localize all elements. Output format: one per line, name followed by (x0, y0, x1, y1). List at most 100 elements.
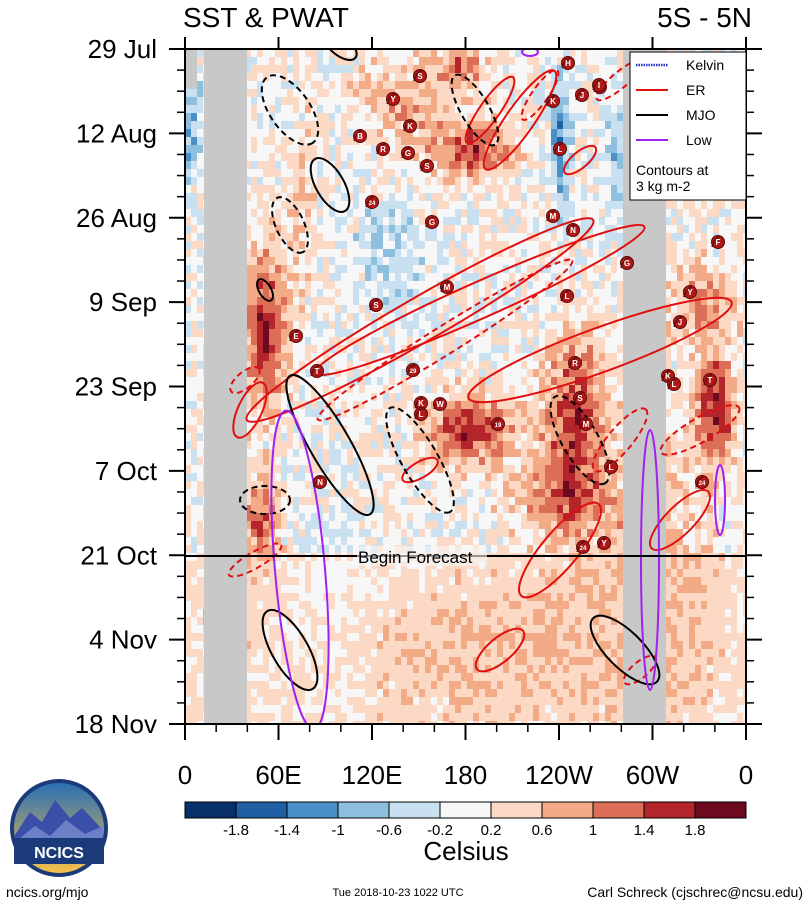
mjo-contour (271, 196, 309, 254)
storm-label: G (624, 259, 630, 268)
y-tick-label: 21 Oct (80, 540, 157, 570)
er-contour (316, 258, 574, 422)
storm-marker: N (313, 475, 327, 489)
x-tick-label: 120W (525, 760, 593, 790)
storm-label: N (570, 226, 576, 235)
storm-marker: 24 (576, 540, 590, 554)
colorbar-swatch (388, 801, 441, 819)
storm-marker: G (425, 215, 439, 229)
y-axis: 29 Jul 12 Aug 26 Aug 9 Sep 23 Sep 7 Oct 21 Oct… (75, 34, 762, 739)
storm-marker: N (566, 223, 580, 237)
colorbar-tick-label: 0.2 (481, 822, 502, 839)
storm-label: L (672, 380, 677, 389)
er-contour (229, 365, 261, 395)
mjo-contour (450, 73, 500, 147)
colorbar-swatch (286, 801, 339, 819)
storm-label: 24 (580, 546, 587, 552)
colorbar-swatch (337, 801, 390, 819)
storm-marker: Y (597, 536, 611, 550)
storm-label: R (572, 359, 578, 368)
storm-marker: I (592, 78, 606, 92)
x-tick-label: 0 (178, 760, 192, 790)
storm-marker: L (553, 142, 567, 156)
forecast-label: Begin Forecast (358, 548, 473, 567)
y-tick-label: 4 Nov (89, 625, 157, 655)
storm-marker: M (546, 209, 560, 223)
storm-marker: K (546, 94, 560, 108)
storm-label: 19 (495, 423, 502, 429)
storm-marker: L (414, 407, 428, 421)
colorbar-tick-label: -0.2 (427, 822, 453, 839)
storm-label: B (357, 132, 363, 141)
storm-marker: S (413, 69, 427, 83)
colorbar-swatch (643, 801, 696, 819)
colorbar-swatch (541, 801, 594, 819)
colorbar-tick-label: 1 (589, 822, 597, 839)
storm-label: E (293, 332, 299, 341)
footer-timestamp: Tue 2018-10-23 1022 UTC (332, 887, 463, 899)
y-tick-label: 7 Oct (95, 456, 158, 486)
colorbar-tick-label: 1.8 (685, 822, 706, 839)
x-tick-label: 60E (255, 760, 301, 790)
storm-label: S (424, 162, 430, 171)
storm-label: Y (687, 288, 693, 297)
er-contour (649, 489, 711, 551)
storm-label: R (380, 145, 386, 154)
mjo-contour (385, 406, 455, 514)
colorbar-unit: Celsius (423, 836, 508, 866)
storm-marker: E (289, 329, 303, 343)
y-tick-label: 12 Aug (76, 118, 157, 148)
chart-title: SST & PWAT (183, 2, 349, 33)
storm-marker: T (703, 373, 717, 387)
storm-markers: HSYKBRGS24GHKJILMNGFYSMLET29KLW19RSMLKLT… (289, 56, 725, 554)
storm-label: Y (601, 539, 607, 548)
colorbar-tick-label: -0.6 (376, 822, 402, 839)
colorbar-tick-label: -1.4 (274, 822, 300, 839)
storm-label: M (550, 212, 557, 221)
storm-label: N (317, 478, 323, 487)
storm-label: M (444, 283, 451, 292)
storm-label: Y (390, 95, 396, 104)
colorbar-swatch (235, 801, 288, 819)
storm-marker: Y (386, 92, 400, 106)
storm-label: I (598, 81, 600, 90)
storm-marker: M (579, 417, 593, 431)
x-tick-label: 0 (739, 760, 753, 790)
y-tick-label: 26 Aug (76, 203, 157, 233)
colorbar-swatch (592, 801, 645, 819)
storm-marker: R (376, 142, 390, 156)
storm-marker: B (353, 129, 367, 143)
ncics-logo: NCICS (10, 779, 108, 877)
colorbar-swatch (439, 801, 492, 819)
storm-marker: 24 (365, 195, 379, 209)
storm-marker: S (573, 391, 587, 405)
x-tick-label: 120E (342, 760, 403, 790)
low-contour (714, 464, 726, 536)
er-contour (518, 501, 602, 599)
mjo-contour (261, 609, 319, 691)
storm-label: G (405, 149, 411, 158)
storm-marker: L (667, 377, 681, 391)
storm-marker: 29 (406, 363, 420, 377)
legend-note-line2: 3 kg m-2 (636, 178, 691, 194)
er-contour (659, 404, 741, 456)
storm-label: T (315, 367, 320, 376)
y-tick-label: 29 Jul (88, 34, 157, 64)
low-contour (521, 49, 539, 57)
y-tick-label: 18 Nov (75, 709, 157, 739)
land-mask-africa (204, 49, 247, 724)
er-contour (227, 542, 283, 578)
storm-label: 29 (410, 369, 417, 375)
footer-author: Carl Schreck (cjschrec@ncsu.edu) (587, 884, 803, 900)
wave-contours (227, 49, 741, 724)
mjo-contour (285, 374, 375, 516)
er-contour (482, 69, 558, 171)
storm-marker: L (604, 460, 618, 474)
storm-marker: J (673, 315, 687, 329)
storm-label: L (565, 292, 570, 301)
storm-label: L (419, 410, 424, 419)
storm-label: T (708, 376, 713, 385)
storm-label: K (550, 97, 556, 106)
mjo-contour (239, 485, 291, 515)
